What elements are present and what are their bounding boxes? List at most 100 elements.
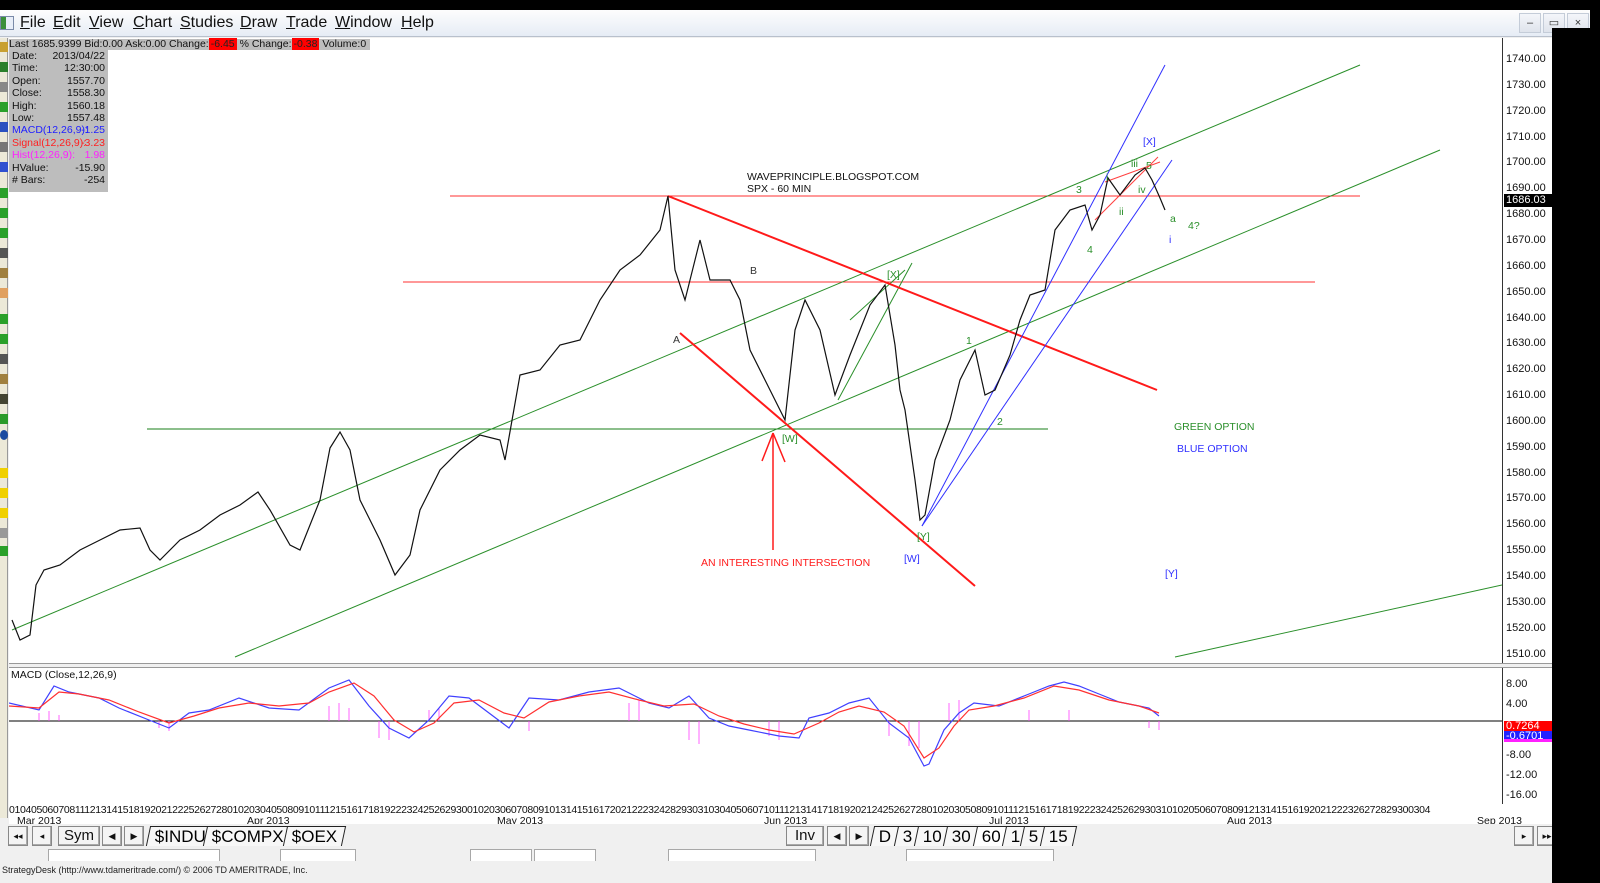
data-window-key: Open: [12,74,41,87]
wave-label-X-blue: [X] [1143,136,1156,148]
scroll-next-button[interactable]: ▸ [1514,826,1534,846]
pct-change-label: % Change: [239,38,292,50]
data-window: Date: 2013/04/22 Time: 12:30:00 Open: 1557.70… [9,50,108,192]
data-window-row: Signal(12,26,9): -3.23 [9,137,108,149]
menu-edit[interactable]: Edit [53,14,81,31]
data-window-value: -254 [83,173,105,186]
pane-divider[interactable] [9,663,1552,668]
price-tick: 1610.00 [1506,389,1546,402]
data-window-row: High: 1560.18 [9,100,108,112]
price-tick: 1550.00 [1506,544,1546,557]
alert-1-icon[interactable] [0,468,8,478]
macd-tick: 4.00 [1506,698,1528,710]
wave-label-X-green: [X] [887,269,900,281]
export-icon[interactable] [0,546,8,556]
data-window-value: 1560.18 [67,99,105,112]
price-tick: 1540.00 [1506,570,1546,582]
scroll-prev-button[interactable]: ◂ [32,826,52,846]
sym-button[interactable]: Sym [58,826,100,846]
wave-label-a: a [1170,213,1176,225]
chart-type-icon[interactable] [0,122,8,132]
app-icon[interactable] [0,16,14,30]
zoom-tool-icon[interactable] [0,142,8,152]
toolbar-field-1[interactable] [470,849,532,861]
wave-label-3: 3 [1076,184,1082,196]
wave-label-4q: 4? [1188,220,1200,232]
ask-label: Ask: [125,38,146,50]
data-window-key: Low: [12,111,35,124]
price-axis[interactable]: 1740.00 1730.00 1720.00 1710.00 1700.00 1690.… [1502,38,1552,663]
check-icon[interactable] [0,414,8,424]
minimize-button[interactable]: – [1519,13,1541,33]
menu-window[interactable]: Window [335,14,392,31]
crosshair-icon[interactable] [0,248,8,258]
menu-studies[interactable]: Studies [180,14,234,31]
price-tick: 1740.00 [1506,53,1546,65]
interval-prev-button[interactable]: ◀ [827,826,847,846]
menu-help[interactable]: Help [401,14,434,31]
symbol-combo[interactable] [48,849,220,861]
disk-icon[interactable] [0,394,8,404]
price-tick: 1700.00 [1506,156,1546,169]
data-window-key: Close: [12,87,42,100]
time-axis-days: 0104050607081112131415181920212225262728… [9,804,1431,816]
table-icon[interactable] [0,374,8,384]
last-value: 1685.9399 [31,38,82,50]
scroll-first-button[interactable]: ◂◂ [8,826,28,846]
symbol-prev-button[interactable]: ◀ [102,826,122,846]
indicator-2-icon[interactable] [0,208,8,218]
indicator-3-icon[interactable] [0,228,8,238]
globe-icon[interactable] [0,430,8,440]
data-window-row: HValue: -15.90 [9,162,108,174]
interval-tab-15[interactable]: 15 [1039,826,1078,846]
menu-file[interactable]: File [20,14,46,31]
macd-axis[interactable]: 8.004.00-4.00-8.00-12.00-16.000.7264-0.6… [1502,668,1554,804]
toolbar-combo-2[interactable] [906,849,1054,861]
data-window-row: MACD(12,26,9): -1.25 [9,124,108,136]
data-window-value: 1557.48 [67,111,105,124]
clipboard-icon[interactable] [0,528,8,538]
wave-label-4: 4 [1087,244,1093,256]
chart-subtitle: SPX - 60 MIN [747,183,812,195]
data-window-row: # Bars: -254 [9,174,108,186]
data-window-value: -1.25 [81,124,105,137]
drawing-toolbar [0,38,8,818]
indicator-1-icon[interactable] [0,188,8,198]
menu-view[interactable]: View [89,14,124,31]
grid-icon[interactable] [0,268,8,278]
chart-window: File Edit View Chart Studies Draw Trade … [0,10,1590,883]
symbol-next-button[interactable]: ▶ [124,826,144,846]
price-tick: 1680.00 [1506,208,1546,221]
arrow-icon[interactable] [0,288,8,298]
interval-next-button[interactable]: ▶ [849,826,869,846]
screen-edge [1552,28,1600,883]
draw-tool-icon[interactable] [0,334,8,344]
text-tool-icon[interactable] [0,314,8,324]
quote-strip: Last 1685.9399 Bid:0.00 Ask:0.00 Change:… [9,38,371,50]
menu-trade[interactable]: Trade [286,14,328,31]
toolbar-combo-1[interactable] [668,849,816,861]
alert-2-icon[interactable] [0,488,8,498]
macd-canvas [9,679,1502,767]
data-window-value: 1558.30 [67,87,105,100]
data-window-value: 1557.70 [67,74,105,87]
price-tick: 1530.00 [1506,595,1546,608]
symbol-tab-oex[interactable]: $OEX [282,826,347,846]
toolbar-field-2[interactable] [534,849,596,861]
save-tool-icon[interactable] [0,62,8,72]
menu-chart[interactable]: Chart [133,14,173,31]
trendline-tool-icon[interactable] [0,162,8,172]
print-tool-icon[interactable] [0,82,8,92]
price-chart[interactable]: WAVEPRINCIPLE.BLOGSPOT.COM SPX - 60 MIN … [9,38,1502,663]
fib-tool-icon[interactable] [0,354,8,364]
alert-3-icon[interactable] [0,508,8,518]
menu-draw[interactable]: Draw [240,14,278,31]
cursor-tool-icon[interactable] [0,42,8,52]
inv-button[interactable]: Inv [786,826,824,846]
interval-combo[interactable] [280,849,356,861]
symbol-tab-compx[interactable]: $COMPX [202,826,293,846]
macd-pane[interactable]: MACD (Close,12,26,9) [9,668,1502,804]
study-tool-icon[interactable] [0,102,8,112]
ask-value: 0.00 [145,38,167,50]
